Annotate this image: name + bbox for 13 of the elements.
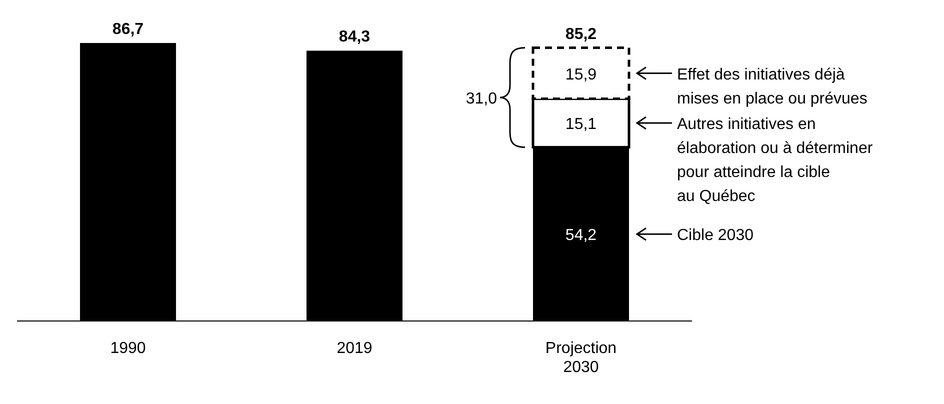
annotation: 31,0 xyxy=(466,90,498,108)
x-tick-label: 1990 xyxy=(110,340,146,357)
data-label: 15,9 xyxy=(565,66,597,84)
data-label: 15,1 xyxy=(565,116,597,133)
total-label: 85,2 xyxy=(565,26,597,43)
data-label: 86,7 xyxy=(112,21,144,38)
legend-label: Cible 2030 xyxy=(677,227,754,244)
x-tick-label: Projection 2030 xyxy=(545,340,617,376)
legend-label: Autres initiatives en élaboration ou à déterminer pour atteindre la cible au Québec xyxy=(677,116,874,205)
x-tick-label: 2019 xyxy=(336,340,372,357)
legend-label: Effet des initiatives déjà mises en place ou prévues xyxy=(677,66,868,108)
data-label: 54,2 xyxy=(565,227,597,244)
data-label: 84,3 xyxy=(338,28,370,46)
